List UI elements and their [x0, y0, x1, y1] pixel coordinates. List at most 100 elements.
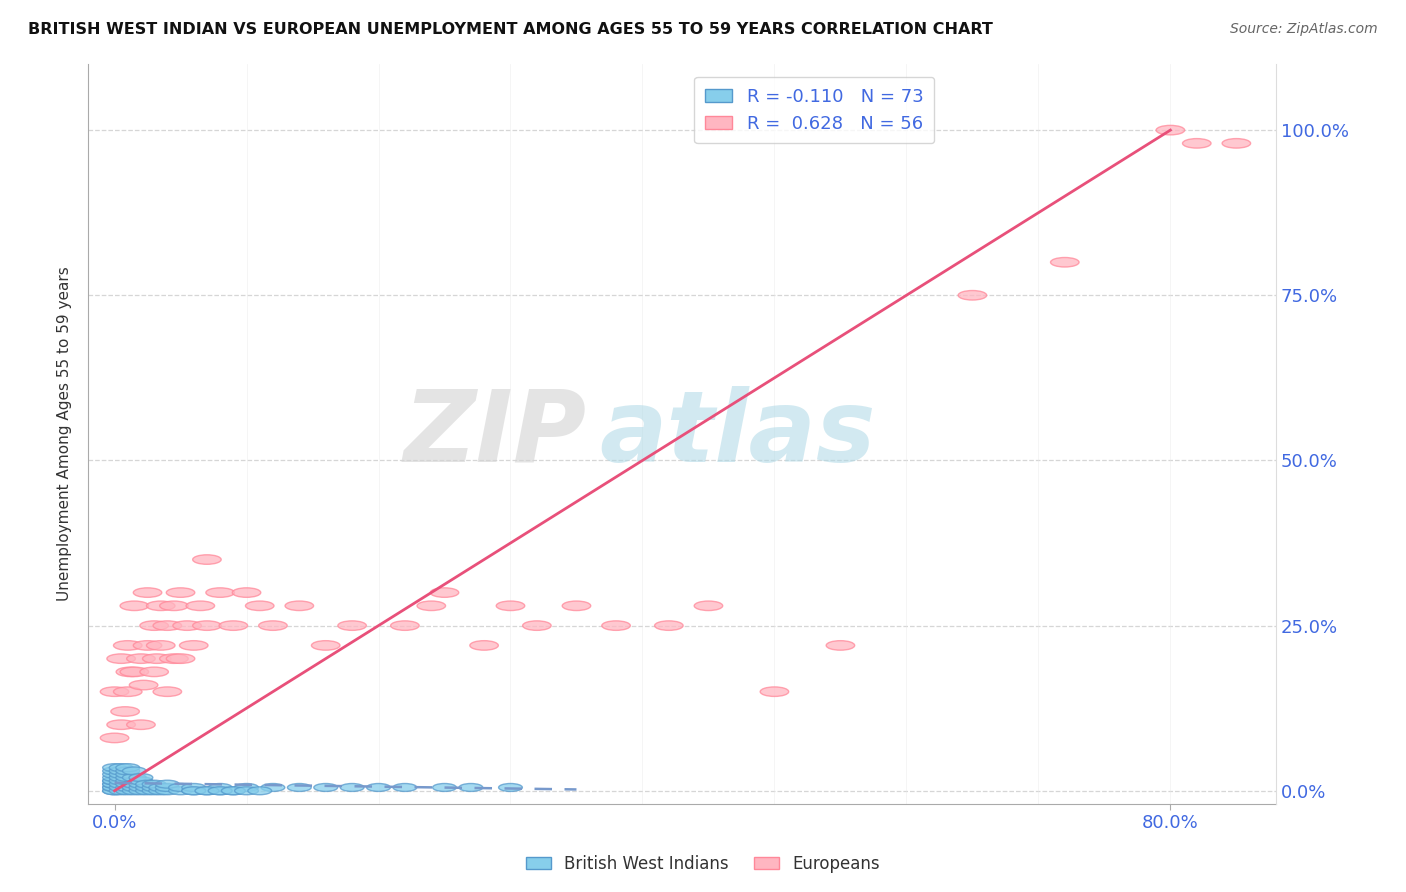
Ellipse shape	[103, 777, 127, 785]
Ellipse shape	[100, 687, 129, 697]
Ellipse shape	[135, 787, 159, 795]
Ellipse shape	[129, 681, 157, 690]
Ellipse shape	[103, 764, 127, 772]
Ellipse shape	[391, 621, 419, 631]
Ellipse shape	[761, 687, 789, 697]
Ellipse shape	[314, 783, 337, 791]
Ellipse shape	[115, 783, 139, 791]
Ellipse shape	[235, 787, 259, 795]
Ellipse shape	[208, 787, 232, 795]
Ellipse shape	[957, 291, 987, 300]
Text: ZIP: ZIP	[404, 385, 588, 483]
Ellipse shape	[1156, 126, 1185, 135]
Ellipse shape	[134, 640, 162, 650]
Ellipse shape	[458, 783, 482, 791]
Ellipse shape	[340, 783, 364, 791]
Ellipse shape	[120, 601, 149, 610]
Ellipse shape	[122, 773, 146, 781]
Ellipse shape	[655, 621, 683, 631]
Ellipse shape	[166, 588, 195, 598]
Ellipse shape	[181, 783, 205, 791]
Ellipse shape	[103, 783, 127, 791]
Ellipse shape	[115, 764, 139, 772]
Ellipse shape	[110, 773, 134, 781]
Ellipse shape	[160, 654, 188, 664]
Ellipse shape	[186, 601, 215, 610]
Ellipse shape	[142, 783, 166, 791]
Ellipse shape	[222, 787, 245, 795]
Ellipse shape	[115, 767, 139, 775]
Ellipse shape	[114, 687, 142, 697]
Ellipse shape	[103, 773, 127, 781]
Ellipse shape	[562, 601, 591, 610]
Ellipse shape	[129, 777, 153, 785]
Ellipse shape	[110, 787, 134, 795]
Ellipse shape	[149, 787, 173, 795]
Ellipse shape	[193, 621, 221, 631]
Ellipse shape	[129, 787, 153, 795]
Ellipse shape	[122, 780, 146, 789]
Ellipse shape	[103, 771, 127, 778]
Ellipse shape	[111, 706, 139, 716]
Ellipse shape	[122, 783, 146, 791]
Ellipse shape	[127, 654, 155, 664]
Ellipse shape	[208, 787, 232, 795]
Ellipse shape	[337, 621, 367, 631]
Ellipse shape	[135, 783, 159, 791]
Ellipse shape	[134, 588, 162, 598]
Ellipse shape	[247, 787, 271, 795]
Ellipse shape	[149, 783, 173, 791]
Ellipse shape	[235, 783, 259, 791]
Ellipse shape	[115, 787, 139, 795]
Ellipse shape	[1050, 258, 1078, 267]
Ellipse shape	[193, 555, 221, 565]
Ellipse shape	[103, 783, 127, 791]
Ellipse shape	[156, 780, 179, 789]
Ellipse shape	[110, 780, 134, 789]
Ellipse shape	[430, 588, 458, 598]
Ellipse shape	[110, 771, 134, 778]
Ellipse shape	[523, 621, 551, 631]
Ellipse shape	[287, 783, 311, 791]
Ellipse shape	[103, 767, 127, 775]
Ellipse shape	[173, 621, 201, 631]
Ellipse shape	[312, 640, 340, 650]
Ellipse shape	[117, 667, 145, 677]
Ellipse shape	[195, 787, 219, 795]
Ellipse shape	[142, 787, 166, 795]
Ellipse shape	[146, 601, 174, 610]
Ellipse shape	[107, 654, 135, 664]
Ellipse shape	[122, 767, 146, 775]
Ellipse shape	[285, 601, 314, 610]
Text: BRITISH WEST INDIAN VS EUROPEAN UNEMPLOYMENT AMONG AGES 55 TO 59 YEARS CORRELATI: BRITISH WEST INDIAN VS EUROPEAN UNEMPLOY…	[28, 22, 993, 37]
Ellipse shape	[110, 767, 134, 775]
Ellipse shape	[367, 783, 391, 791]
Ellipse shape	[222, 787, 245, 795]
Legend: British West Indians, Europeans: British West Indians, Europeans	[519, 848, 887, 880]
Ellipse shape	[470, 640, 498, 650]
Ellipse shape	[142, 654, 172, 664]
Ellipse shape	[122, 787, 146, 795]
Ellipse shape	[827, 640, 855, 650]
Ellipse shape	[232, 588, 260, 598]
Ellipse shape	[418, 601, 446, 610]
Ellipse shape	[153, 687, 181, 697]
Ellipse shape	[695, 601, 723, 610]
Ellipse shape	[129, 780, 153, 789]
Ellipse shape	[160, 601, 188, 610]
Ellipse shape	[135, 780, 159, 789]
Ellipse shape	[180, 640, 208, 650]
Ellipse shape	[115, 773, 139, 781]
Ellipse shape	[103, 777, 127, 785]
Ellipse shape	[103, 780, 127, 789]
Ellipse shape	[246, 601, 274, 610]
Ellipse shape	[433, 783, 457, 791]
Y-axis label: Unemployment Among Ages 55 to 59 years: Unemployment Among Ages 55 to 59 years	[58, 267, 72, 601]
Ellipse shape	[181, 787, 205, 795]
Ellipse shape	[100, 733, 129, 743]
Ellipse shape	[181, 787, 205, 795]
Ellipse shape	[142, 780, 166, 789]
Ellipse shape	[156, 787, 179, 795]
Ellipse shape	[219, 621, 247, 631]
Ellipse shape	[107, 720, 135, 730]
